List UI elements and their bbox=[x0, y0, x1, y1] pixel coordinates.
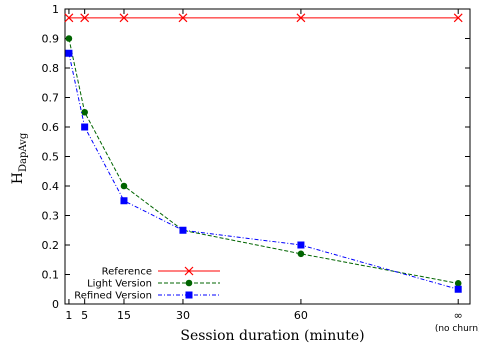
legend-label: Reference bbox=[102, 267, 152, 278]
plot-frame bbox=[64, 8, 471, 305]
series-line bbox=[68, 38, 459, 284]
legend-label: Refined Version bbox=[74, 291, 152, 302]
series-refined-version bbox=[65, 49, 462, 293]
svg-text:HDapAvg: HDapAvg bbox=[10, 132, 29, 184]
y-tick-label: 0.3 bbox=[42, 210, 60, 223]
y-tick-label: 0.8 bbox=[42, 62, 60, 75]
legend-marker bbox=[185, 291, 193, 299]
legend-marker bbox=[185, 279, 193, 287]
data-point bbox=[454, 285, 462, 293]
legend-label: Light Version bbox=[87, 279, 152, 290]
y-axis-title-subscript: DapAvg bbox=[18, 132, 29, 172]
data-point bbox=[297, 241, 305, 249]
x-tick-label: 1 bbox=[65, 309, 72, 322]
data-point bbox=[81, 108, 88, 116]
y-tick-label: 0.9 bbox=[42, 33, 60, 46]
data-point bbox=[120, 182, 128, 190]
x-tick-label: 30 bbox=[176, 309, 190, 322]
data-point bbox=[454, 280, 462, 287]
series-reference bbox=[64, 13, 463, 23]
x-axis-extra-label: (no churn) bbox=[435, 324, 479, 334]
data-point bbox=[297, 250, 305, 258]
legend-entry: Light Version bbox=[87, 279, 220, 290]
data-point bbox=[178, 13, 188, 23]
y-tick-label: 0.7 bbox=[42, 92, 60, 105]
x-tick-label: 15 bbox=[117, 309, 131, 322]
x-tick-label: 5 bbox=[81, 309, 88, 322]
legend-entry: Reference bbox=[102, 267, 220, 278]
y-axis-title: HDapAvg bbox=[10, 132, 29, 184]
y-tick-label: 0 bbox=[52, 298, 59, 311]
data-point bbox=[296, 13, 306, 23]
y-tick-label: 0.4 bbox=[42, 180, 60, 193]
data-point bbox=[453, 13, 463, 23]
data-point bbox=[81, 123, 89, 131]
data-point bbox=[65, 49, 73, 57]
data-point bbox=[64, 13, 74, 23]
y-tick-label: 1 bbox=[52, 3, 59, 16]
legend-marker bbox=[184, 266, 194, 276]
y-tick-label: 0.5 bbox=[42, 151, 60, 164]
x-axis-title: Session duration (minute) bbox=[180, 328, 364, 344]
data-point bbox=[65, 35, 73, 42]
series-light-version bbox=[65, 35, 462, 287]
x-tick-label: ∞ bbox=[454, 309, 463, 322]
y-tick-label: 0.6 bbox=[42, 121, 60, 134]
data-point bbox=[179, 226, 187, 234]
legend-entry: Refined Version bbox=[74, 291, 220, 302]
data-point bbox=[120, 197, 128, 205]
y-tick-label: 0.1 bbox=[42, 269, 60, 282]
y-tick-label: 0.2 bbox=[42, 239, 60, 252]
data-point bbox=[80, 13, 90, 23]
y-axis-title-main: H bbox=[10, 172, 26, 184]
x-tick-label: 60 bbox=[294, 309, 308, 322]
series-line bbox=[68, 53, 459, 290]
data-point bbox=[119, 13, 129, 23]
